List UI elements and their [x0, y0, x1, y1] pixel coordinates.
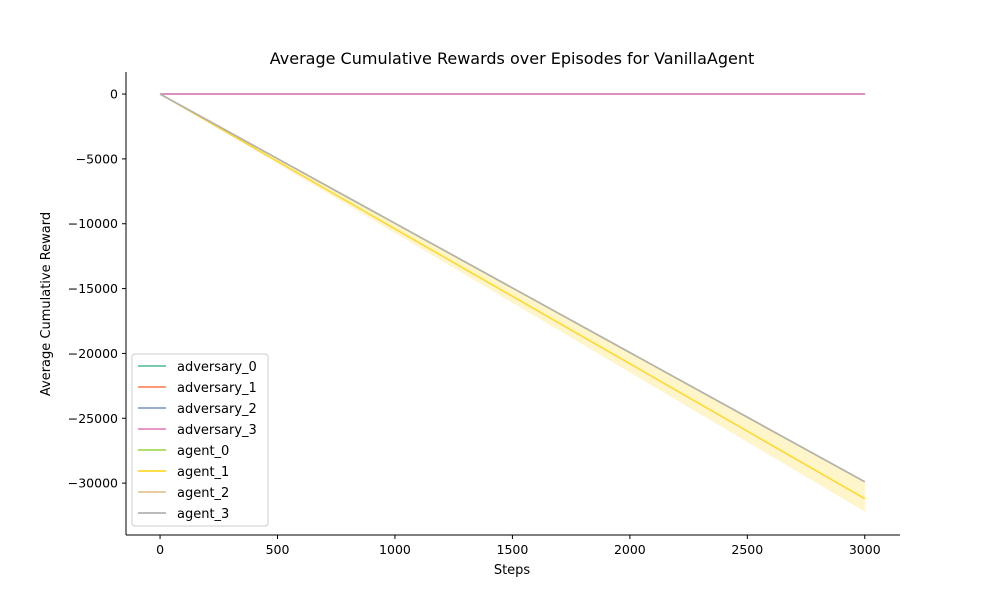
line-agent-1: [159, 93, 866, 500]
legend-label: agent_2: [177, 486, 229, 501]
legend: adversary_0 adversary_1 adversary_2adversa…: [131, 353, 269, 527]
legend-label: adversary_0: [177, 360, 257, 375]
y-tick-label: 0: [110, 87, 118, 102]
y-axis-label: Average Cumulative Reward: [39, 212, 54, 396]
legend-label: adversary_2: [177, 402, 257, 417]
legend-label: agent_1: [177, 465, 229, 480]
x-tick-label: 1500: [497, 542, 529, 557]
y-tick-label: −10000: [68, 216, 118, 231]
line-agent-3: [159, 93, 866, 483]
legend-box: [131, 353, 269, 527]
axes: [125, 72, 900, 536]
confidence-bands: [160, 94, 865, 512]
y-tick-label: −25000: [68, 411, 118, 426]
legend-label: adversary_1: [177, 381, 257, 396]
legend-label: adversary_3: [177, 423, 257, 438]
legend-label: agent_3: [177, 507, 229, 522]
y-tick-label: −15000: [68, 281, 118, 296]
y-tick-label: −20000: [68, 346, 118, 361]
x-tick-label: 2500: [731, 542, 763, 557]
series-lines: [159, 93, 866, 500]
chart-title: Average Cumulative Rewards over Episodes…: [270, 49, 754, 68]
y-tick-label: −5000: [76, 151, 118, 166]
x-ticks: 0 500 1000 1500 2000 2500 3000: [156, 535, 881, 557]
legend-label: agent_0: [177, 444, 229, 459]
x-tick-label: 500: [266, 542, 290, 557]
x-axis-label: Steps: [494, 563, 531, 578]
x-tick-label: 2000: [614, 542, 646, 557]
y-tick-label: −30000: [68, 476, 118, 491]
band-agent-1: [160, 94, 865, 512]
x-tick-label: 0: [156, 542, 164, 557]
x-tick-label: 3000: [849, 542, 881, 557]
x-tick-label: 1000: [379, 542, 411, 557]
y-ticks: 0 −5000 −10000 −15000 −20000 −25000 −30000: [68, 87, 126, 491]
